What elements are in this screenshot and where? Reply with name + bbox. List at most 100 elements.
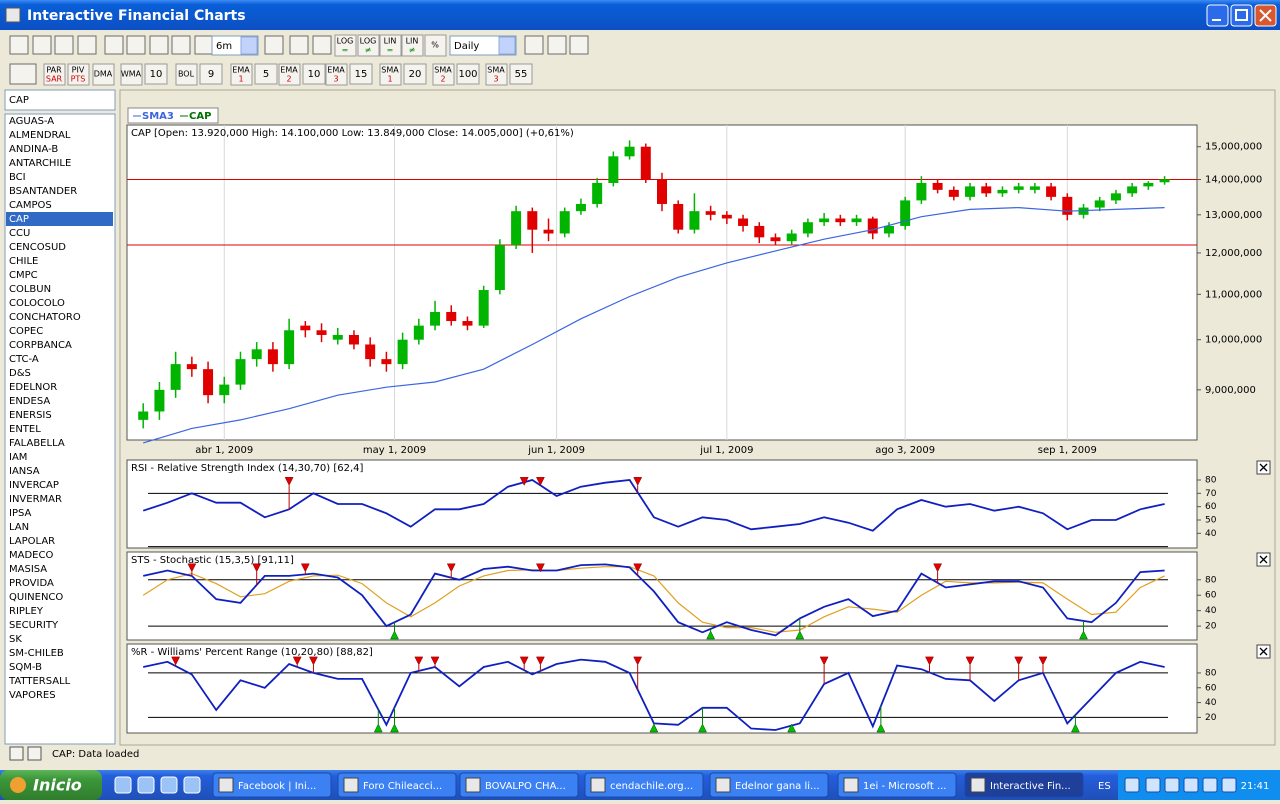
symbol-item[interactable]: VAPORES [9,690,56,701]
symbol-item[interactable]: INVERMAR [9,494,62,505]
minimize-button[interactable] [1206,4,1229,27]
symbol-item[interactable]: LAN [9,522,29,533]
symbol-item[interactable]: EDELNOR [9,382,57,393]
indicator-button[interactable] [92,63,115,86]
symbol-item[interactable]: RIPLEY [9,606,44,617]
symbol-item[interactable]: PROVIDA [9,578,54,589]
indicator-button[interactable] [278,63,301,86]
tool-icon[interactable] [194,35,214,55]
symbol-item[interactable]: SK [9,634,22,645]
tool-icon[interactable] [9,35,29,55]
task-button[interactable] [337,772,457,798]
indicator-param[interactable] [302,63,326,85]
tray-icon[interactable] [1183,777,1199,793]
tool-icon[interactable] [264,35,284,55]
symbol-item[interactable]: TATTERSALL [8,676,71,687]
symbol-item[interactable]: SQM-B [9,662,42,673]
tool-icon[interactable] [171,35,191,55]
indicator-param[interactable] [144,63,168,85]
tray-icon[interactable] [1164,777,1180,793]
quick-launch[interactable] [160,776,178,794]
tray-icon[interactable] [1221,777,1237,793]
symbol-item[interactable]: ANDINA-B [9,144,58,155]
indicator-button[interactable] [485,63,508,86]
symbol-item[interactable]: CTC-A [9,354,39,365]
symbol-item[interactable]: D&S [9,368,31,379]
symbol-item[interactable]: CAMPOS [9,200,52,211]
symbol-item[interactable]: CHILE [9,256,38,267]
tool-icon[interactable] [77,35,97,55]
symbol-item[interactable]: ALMENDRAL [9,130,71,141]
indicator-button[interactable] [67,63,90,86]
symbol-item[interactable]: ANTARCHILE [9,158,71,169]
tool-icon[interactable] [32,35,52,55]
symbol-item[interactable]: BCI [9,172,26,183]
scale-button[interactable] [357,34,380,57]
symbol-item[interactable]: COLBUN [9,284,51,295]
maximize-button[interactable] [1230,4,1253,27]
indicator-button[interactable] [379,63,402,86]
symbol-item[interactable]: LAPOLAR [9,536,55,547]
tool-icon[interactable] [54,35,74,55]
symbol-item[interactable]: CORPBANCA [9,340,72,351]
symbol-item[interactable]: CAP [9,214,29,225]
start-button[interactable] [0,770,102,800]
scale-button[interactable] [379,34,402,57]
symbol-item[interactable]: MADECO [9,550,53,561]
symbol-item[interactable]: SECURITY [9,620,59,631]
scale-button[interactable] [401,34,424,57]
indicator-param[interactable] [254,63,278,85]
task-button[interactable] [459,772,579,798]
task-button[interactable] [709,772,829,798]
task-button[interactable] [212,772,332,798]
tool-icon[interactable] [126,35,146,55]
indicator-button[interactable] [175,63,198,86]
tool-icon[interactable] [149,35,169,55]
symbol-item[interactable]: INVERCAP [9,480,59,491]
tray-icon[interactable] [1145,777,1161,793]
quick-launch[interactable] [137,776,155,794]
indicator-param[interactable] [403,63,427,85]
symbol-item[interactable]: CMPC [9,270,38,281]
symbol-item[interactable]: SM-CHILEB [9,648,64,659]
tool-icon[interactable] [289,35,309,55]
indicator-param[interactable] [456,63,480,85]
symbol-item[interactable]: COPEC [9,326,43,337]
scale-button[interactable] [334,34,357,57]
indicator-param[interactable] [349,63,373,85]
tool-icon[interactable] [524,35,544,55]
symbol-item[interactable]: CONCHATORO [9,312,81,323]
indicator-param[interactable] [509,63,533,85]
symbol-item[interactable]: CENCOSUD [9,242,66,253]
tray-icon[interactable] [1124,777,1140,793]
indicator-button[interactable] [325,63,348,86]
symbol-item[interactable]: COLOCOLO [9,298,65,309]
tool-icon[interactable] [569,35,589,55]
quick-launch[interactable] [183,776,201,794]
symbol-item[interactable]: IAM [9,452,27,463]
symbol-input[interactable] [4,89,116,111]
symbol-item[interactable]: ENERSIS [9,410,52,421]
symbol-item[interactable]: ENTEL [9,424,41,435]
symbol-item[interactable]: QUINENCO [9,592,63,603]
indicator-button[interactable] [43,63,66,86]
indicator-button[interactable] [432,63,455,86]
tool-icon[interactable] [312,35,332,55]
symbol-item[interactable]: BSANTANDER [9,186,77,197]
scale-button[interactable] [424,34,447,57]
indicator-button[interactable] [120,63,143,86]
task-button[interactable] [964,772,1084,798]
quick-launch[interactable] [114,776,132,794]
indicator-button[interactable] [230,63,253,86]
task-button[interactable] [837,772,957,798]
symbol-item[interactable]: AGUAS-A [9,116,54,127]
symbol-item[interactable]: IANSA [9,466,40,477]
symbol-item[interactable]: IPSA [9,508,32,519]
tray-icon[interactable] [1202,777,1218,793]
indicator-param[interactable] [199,63,223,85]
symbol-item[interactable]: MASISA [9,564,47,575]
task-button[interactable] [584,772,704,798]
tool-icon[interactable] [9,63,37,85]
tool-icon[interactable] [104,35,124,55]
symbol-item[interactable]: FALABELLA [9,438,65,449]
